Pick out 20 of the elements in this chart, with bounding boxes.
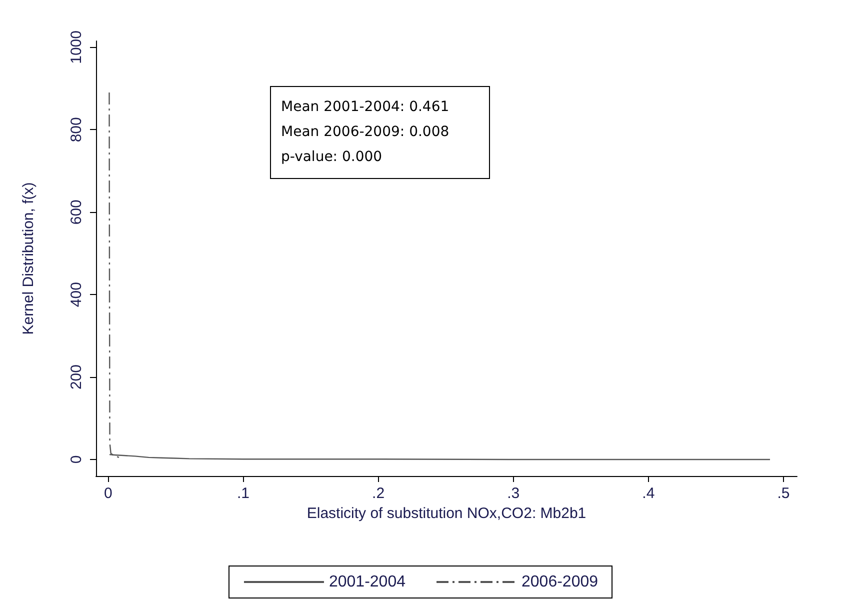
legend-label: 2006-2009 xyxy=(522,574,598,590)
x-tick-label: 0 xyxy=(104,485,112,502)
x-tick-label: .4 xyxy=(642,485,655,502)
annotation: p-value: 0.000 xyxy=(281,148,384,167)
annotation: Mean 2006-2009: 0.008 xyxy=(281,123,450,142)
y-tick-label: 600 xyxy=(68,200,85,225)
annotation: Mean 2001-2004: 0.461 xyxy=(281,98,450,117)
y-tick-label: 1000 xyxy=(68,30,85,64)
note-box: Mean 2001-2004: 0.461 Mean 2006-2009: 0.008 p-value: 0.000 xyxy=(270,86,490,179)
legend-label: 2001-2004 xyxy=(328,574,406,590)
x-tick-label: .1 xyxy=(236,485,250,502)
y-tick-label: 400 xyxy=(68,282,85,308)
y-tick-label: 0 xyxy=(68,455,85,464)
x-tick-label: .3 xyxy=(507,485,520,502)
x-axis-title: Elasticity of substitution NOx,CO2: Mb2b1 xyxy=(306,504,586,522)
y-axis-title: Kernel Distribution, f(x) xyxy=(20,182,37,335)
y-tick-label: 800 xyxy=(68,117,85,142)
x-tick-label: .2 xyxy=(372,485,385,502)
y-tick-label: 200 xyxy=(68,364,85,390)
x-tick-label: .5 xyxy=(777,485,790,502)
